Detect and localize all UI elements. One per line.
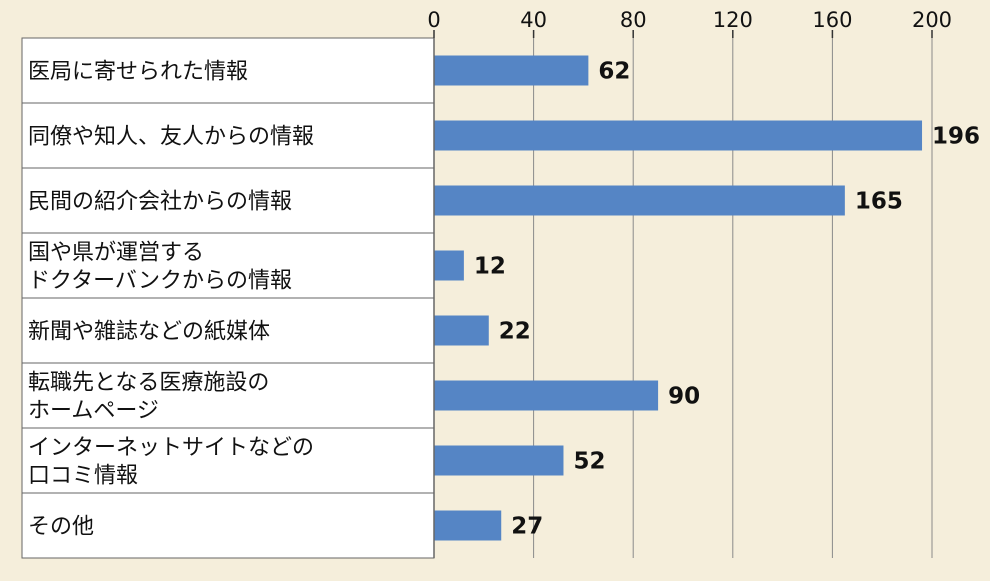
category-label: 同僚や知人、友人からの情報 (28, 125, 314, 150)
bar (434, 55, 589, 86)
data-label: 62 (598, 59, 630, 85)
data-label: 196 (932, 124, 980, 150)
bar (434, 445, 564, 476)
bar (434, 185, 845, 216)
category-label: 転職先となる医療施設の (28, 371, 269, 396)
category-label: インターネットサイトなどの (28, 436, 314, 461)
x-axis-ticks: 0 40 80 120 160 200 (427, 8, 952, 38)
tick-label: 200 (912, 8, 952, 32)
category-label: 医局に寄せられた情報 (28, 60, 248, 85)
category-label: 国や県が運営する (28, 241, 204, 266)
data-label: 27 (511, 514, 543, 540)
data-label: 52 (573, 449, 605, 475)
tick-label: 40 (520, 8, 547, 32)
bar (434, 120, 923, 151)
tick-label: 120 (713, 8, 753, 32)
tick-label: 0 (427, 8, 440, 32)
data-label: 90 (668, 384, 700, 410)
category-label: その他 (28, 515, 94, 540)
tick-label: 80 (620, 8, 647, 32)
tick-label: 160 (812, 8, 852, 32)
category-label: 民間の紹介会社からの情報 (28, 190, 292, 215)
data-label: 12 (474, 254, 506, 280)
category-label: 口コミ情報 (28, 464, 138, 489)
category-rows: 医局に寄せられた情報同僚や知人、友人からの情報民間の紹介会社からの情報国や県が運… (22, 60, 434, 540)
value-labels: 62 196 165 12 22 90 52 27 (474, 59, 980, 540)
category-label: 新聞や雑誌などの紙媒体 (28, 320, 270, 345)
data-label: 165 (855, 189, 903, 215)
category-label: ドクターバンクからの情報 (28, 269, 292, 294)
bars (434, 55, 923, 541)
bar (434, 510, 502, 541)
data-label: 22 (499, 319, 531, 345)
bar (434, 315, 489, 346)
category-label: ホームページ (28, 399, 159, 424)
bar (434, 250, 464, 281)
bar (434, 380, 659, 411)
